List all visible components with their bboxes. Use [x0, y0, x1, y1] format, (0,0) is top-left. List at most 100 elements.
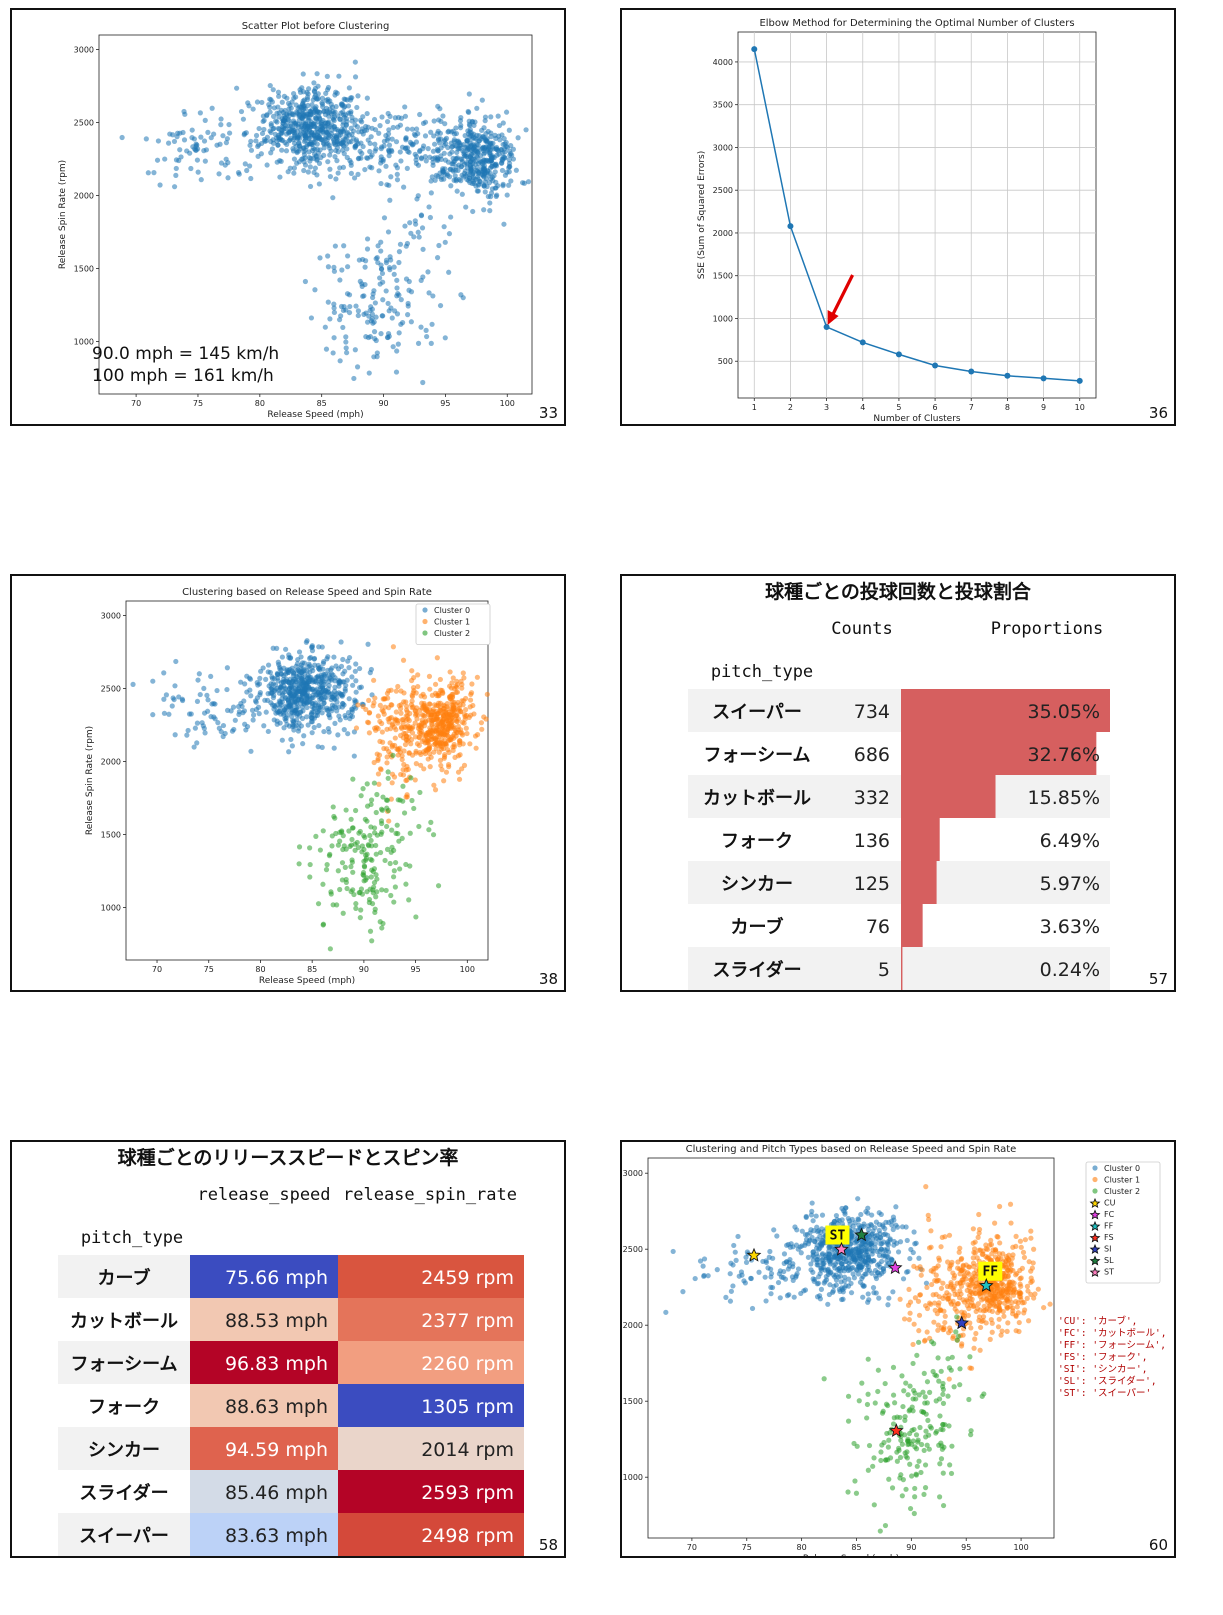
- scatter-point: [890, 1392, 897, 1398]
- scatter-point: [481, 125, 487, 131]
- scatter-point: [313, 679, 319, 685]
- scatter-point: [403, 276, 410, 282]
- scatter-point: [339, 860, 346, 866]
- scatter-point: [248, 147, 255, 153]
- scatter-point: [465, 155, 471, 162]
- scatter-point: [218, 729, 224, 735]
- scatter-point: [499, 167, 506, 174]
- scatter-point: [184, 732, 190, 738]
- scatter-point: [224, 686, 230, 693]
- scatter-point: [320, 685, 326, 691]
- scatter-point: [192, 725, 198, 731]
- y-tick-label: 1500: [623, 1397, 643, 1406]
- scatter-point: [493, 193, 499, 199]
- scatter-point: [291, 156, 298, 162]
- scatter-point: [282, 686, 289, 692]
- scatter-point: [431, 141, 438, 147]
- scatter-point: [366, 709, 373, 716]
- legend-label: Cluster 2: [1104, 1187, 1140, 1196]
- scatter-point: [355, 308, 361, 314]
- legend-label: FS: [1104, 1233, 1114, 1242]
- scatter-point: [680, 1289, 686, 1295]
- scatter-point: [161, 670, 167, 676]
- scatter-point: [827, 1282, 833, 1288]
- scatter-point: [337, 717, 343, 723]
- scatter-point: [312, 151, 318, 157]
- scatter-point: [353, 661, 359, 667]
- center-star: [854, 1227, 869, 1242]
- scatter-point: [386, 127, 392, 133]
- scatter-point: [446, 269, 452, 275]
- spin-value: 2014 rpm: [421, 1439, 514, 1461]
- scatter-point: [314, 125, 320, 131]
- scatter-point: [316, 181, 322, 187]
- scatter-point: [314, 71, 320, 77]
- scatter-point: [379, 925, 385, 931]
- scatter-point: [445, 705, 451, 712]
- scatter-point: [371, 759, 377, 766]
- scatter-point: [305, 169, 311, 175]
- scatter-point: [329, 694, 335, 700]
- scatter-point: [473, 183, 479, 189]
- y-tick-label: 3000: [623, 1169, 643, 1178]
- x-axis-label: Release Speed (mph): [267, 410, 363, 420]
- scatter-point: [429, 722, 435, 728]
- scatter-point: [331, 813, 337, 820]
- proportion-bar: [901, 947, 903, 990]
- scatter-point: [402, 104, 408, 110]
- y-axis-label: Release Spin Rate (rpm): [58, 160, 68, 269]
- scatter-point: [340, 324, 346, 331]
- scatter-point: [767, 1248, 773, 1255]
- scatter-point: [1005, 1320, 1011, 1326]
- scatter-point: [261, 136, 268, 143]
- scatter-point: [350, 135, 356, 141]
- scatter-point: [477, 137, 483, 144]
- scatter-point: [389, 844, 395, 850]
- scatter-point: [811, 1228, 817, 1234]
- scatter-point: [232, 717, 238, 723]
- row-label: フォーク: [88, 1397, 160, 1418]
- scatter-point: [441, 224, 447, 230]
- scatter-point: [523, 127, 529, 133]
- scatter-point: [408, 319, 414, 325]
- scatter-point: [921, 1447, 927, 1454]
- scatter-point: [736, 1273, 742, 1279]
- mapping-line: 'SI': 'シンカー',: [1058, 1364, 1147, 1375]
- scatter-point: [487, 208, 493, 214]
- scatter-point: [357, 685, 363, 691]
- scatter-point: [293, 717, 300, 723]
- scatter-point: [936, 1378, 942, 1384]
- scatter-point: [728, 1288, 734, 1294]
- scatter-point: [845, 1489, 851, 1495]
- scatter-point: [311, 132, 317, 139]
- scatter-point: [960, 1262, 966, 1268]
- scatter-point: [984, 1296, 990, 1302]
- scatter-point: [1004, 1304, 1010, 1310]
- scatter-point: [485, 128, 491, 135]
- speed-cell: [190, 1470, 338, 1513]
- scatter-point: [256, 711, 262, 717]
- scatter-point: [393, 139, 400, 145]
- scatter-point: [692, 1275, 698, 1282]
- scatter-point: [381, 696, 387, 702]
- scatter-point: [263, 676, 269, 682]
- scatter-point: [923, 1434, 929, 1440]
- scatter-point: [913, 1432, 920, 1438]
- scatter-point: [865, 1467, 871, 1473]
- scatter-point: [937, 1307, 944, 1313]
- scatter-point: [372, 300, 378, 306]
- scatter-point: [321, 145, 327, 151]
- scatter-point: [416, 234, 422, 240]
- scatter-point: [379, 720, 385, 727]
- spin-value: 2593 rpm: [421, 1482, 514, 1504]
- scatter-point: [271, 675, 278, 682]
- scatter-point: [398, 158, 404, 164]
- scatter-point: [301, 660, 308, 666]
- chart-scatter-before-clustering: 70 75 80 85 90 95 10010001500200025003000Scatt…: [58, 21, 533, 420]
- scatter-point: [395, 747, 401, 753]
- scatter-point: [165, 140, 172, 146]
- scatter-point: [220, 722, 227, 729]
- scatter-point: [865, 1291, 871, 1297]
- scatter-point: [965, 1312, 971, 1319]
- scatter-point: [313, 115, 319, 121]
